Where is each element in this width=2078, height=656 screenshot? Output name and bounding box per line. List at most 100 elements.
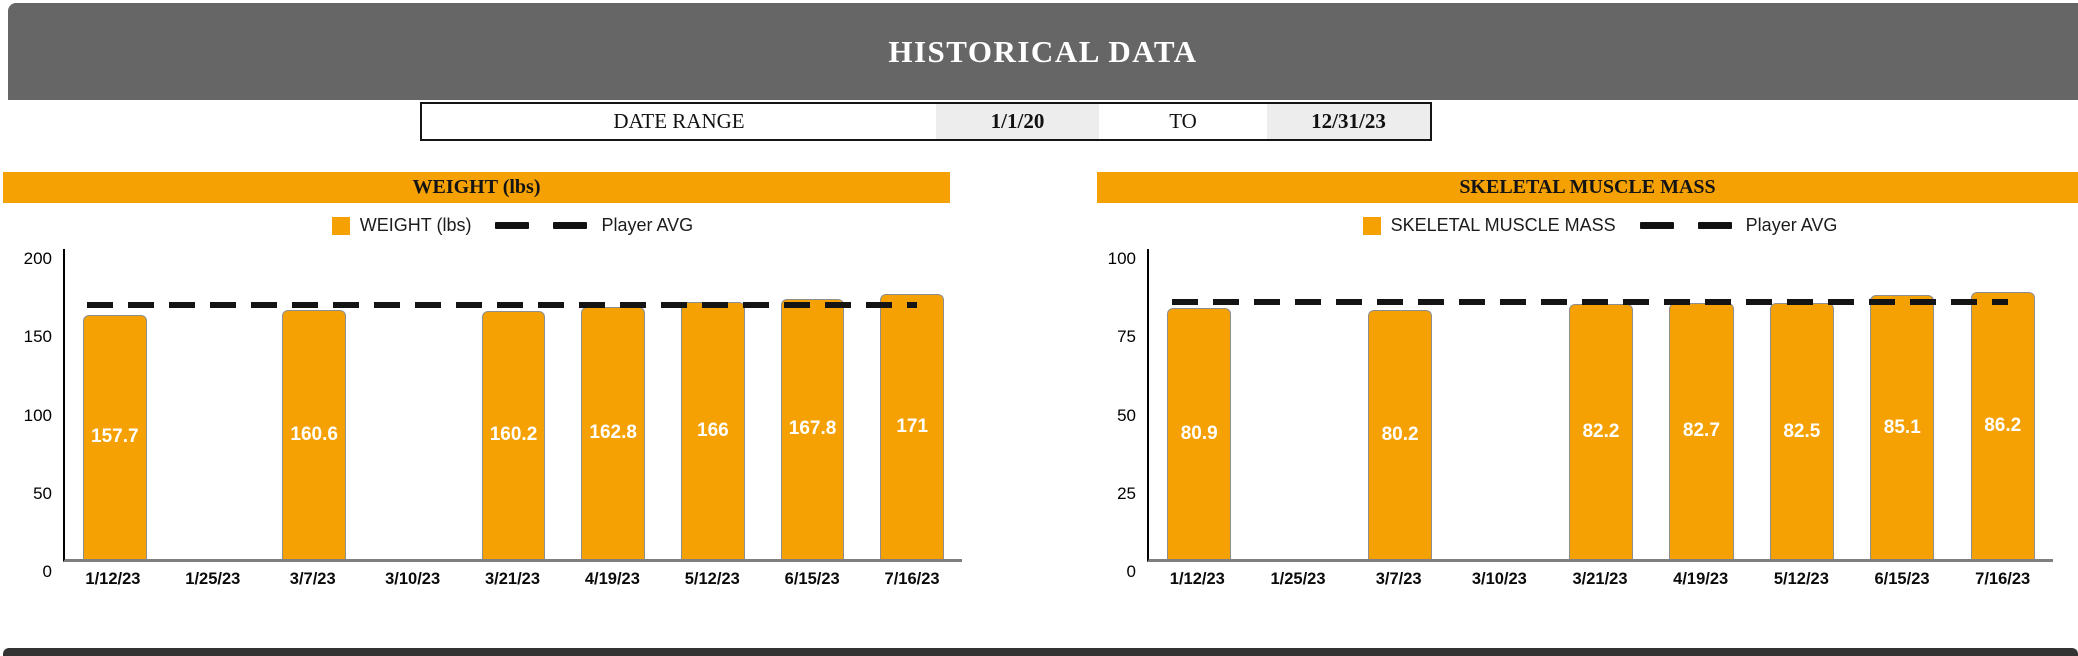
page-title: HISTORICAL DATA [888,33,1198,69]
x-axis-labels: 1/12/23 1/25/23 3/7/23 3/10/23 3/21/23 4/19/2… [1147,570,2053,589]
legend-avg-dash-icon [1639,222,1674,229]
bar-slot: 86.2 [1953,249,2053,559]
bar: 86.2 [1970,291,2035,559]
bar: 167.8 [780,298,845,559]
bar-slot: 82.7 [1651,249,1751,559]
bar: 82.2 [1568,304,1634,559]
bar: 160.2 [481,310,546,559]
legend-avg-label: Player AVG [601,215,694,235]
bar-slot [364,249,464,559]
chart-legend: SKELETAL MUSCLE MASS Player AVG [1147,212,2053,239]
x-tick-label: 6/15/23 [784,570,840,588]
legend-avg-dash-icon [1697,222,1732,229]
y-tick-label: 100 [1107,249,1136,268]
x-tick-label: 6/15/23 [1874,570,1930,588]
bar-slot: 157.7 [65,249,165,559]
x-tick-label: 7/16/23 [884,570,940,588]
chart-title-bar: SKELETAL MUSCLE MASS [1097,172,2078,203]
player-avg-line [87,302,918,309]
bar-value-label: 171 [896,415,929,437]
y-tick-label: 50 [1117,405,1136,425]
bar-value-label: 162.8 [589,422,637,444]
bar: 82.5 [1769,303,1834,559]
y-tick-label: 150 [23,327,52,347]
page-header: HISTORICAL DATA [8,3,2078,100]
x-tick-label: 3/10/23 [385,570,441,588]
bar-slot: 85.1 [1852,249,1952,559]
bar: 166 [680,301,745,559]
bar-value-label: 82.2 [1582,421,1620,443]
x-tick-label: 5/12/23 [684,570,740,588]
bar: 162.8 [581,306,646,559]
plot-area: 80.9 80.2 82.2 82.7 82.5 85.1 86.2 [1147,249,2053,562]
chart-legend: WEIGHT (lbs) Player AVG [63,212,962,239]
bar: 80.2 [1367,310,1433,559]
bar-value-label: 166 [697,419,729,441]
bar-value-label: 85.1 [1883,416,1921,438]
x-tick-label: 4/19/23 [1673,570,1729,588]
skeletal-muscle-chart-panel: SKELETAL MUSCLE MASS SKELETAL MUSCLE MAS… [1040,172,2078,589]
legend-series-label: SKELETAL MUSCLE MASS [1390,215,1616,235]
x-tick-label: 4/19/23 [584,570,640,588]
bar-slot: 167.8 [763,249,863,559]
bar-slot [1249,249,1349,559]
bar-value-label: 157.7 [91,426,139,448]
bar: 160.6 [282,310,347,559]
x-tick-label: 1/25/23 [185,570,241,588]
legend-avg-dash-icon [495,222,530,229]
x-tick-label: 3/10/23 [1471,570,1527,588]
bar: 171 [880,293,945,559]
bar-value-label: 160.6 [290,424,338,446]
y-axis-labels: 200 150 100 50 0 [0,249,63,581]
bar: 82.7 [1669,302,1734,559]
bar-slot: 160.2 [464,249,564,559]
x-tick-label: 1/25/23 [1270,570,1326,588]
bar: 85.1 [1870,295,1935,559]
legend-avg-label: Player AVG [1745,215,1838,235]
bar-slot: 171 [862,249,962,559]
bar-slot: 80.2 [1350,249,1450,559]
bar: 157.7 [82,314,147,559]
next-section-top-bar [3,648,2078,656]
legend-avg-dash-icon [553,222,588,229]
bar-slot: 82.5 [1752,249,1852,559]
bar-value-label: 160.2 [489,424,538,446]
x-tick-label: 3/7/23 [289,570,336,588]
legend-series-label: WEIGHT (lbs) [359,215,472,235]
x-tick-label: 3/21/23 [1572,570,1628,588]
date-to-cell[interactable]: 12/31/23 [1267,104,1430,139]
charts-row: WEIGHT (lbs) WEIGHT (lbs) Player AVG 200 1… [0,172,2078,589]
x-axis-labels: 1/12/23 1/25/23 3/7/23 3/10/23 3/21/23 4/19/2… [63,570,962,589]
bar-value-label: 167.8 [788,418,837,440]
bar-slot: 166 [663,249,763,559]
x-tick-label: 5/12/23 [1773,570,1829,588]
date-from-cell[interactable]: 1/1/20 [936,104,1099,139]
date-range-to-label: TO [1099,104,1267,139]
bar-slot: 82.2 [1551,249,1651,559]
x-tick-label: 3/21/23 [484,570,541,588]
date-range-label: DATE RANGE [613,109,745,133]
plot-area: 157.7 160.6 160.2 162.8 166 167.8 171 [63,249,962,562]
x-tick-label: 7/16/23 [1975,570,2031,588]
y-tick-label: 0 [1126,562,1136,581]
bar-value-label: 82.7 [1682,420,1720,442]
bar: 80.9 [1167,308,1232,559]
bar-value-label: 86.2 [1984,414,2022,436]
y-tick-label: 200 [23,249,52,268]
bar-value-label: 80.9 [1180,423,1218,445]
date-range-box: DATE RANGE 1/1/20 TO 12/31/23 [420,102,1432,141]
x-tick-label: 1/12/23 [1169,570,1225,588]
x-tick-label: 1/12/23 [85,570,141,588]
bar-slot [1450,249,1550,559]
player-avg-line [1171,299,2008,306]
legend-series-swatch [331,216,350,235]
legend-series-swatch [1362,216,1381,235]
y-tick-label: 75 [1117,327,1136,347]
y-tick-label: 0 [42,562,52,581]
bar-value-label: 80.2 [1381,424,1419,446]
y-tick-label: 25 [1117,483,1136,503]
chart-title-bar: WEIGHT (lbs) [3,172,950,203]
bar-slot: 80.9 [1149,249,1249,559]
y-axis-labels: 100 75 50 25 0 [1040,249,1147,581]
weight-chart-panel: WEIGHT (lbs) WEIGHT (lbs) Player AVG 200 1… [0,172,1040,589]
